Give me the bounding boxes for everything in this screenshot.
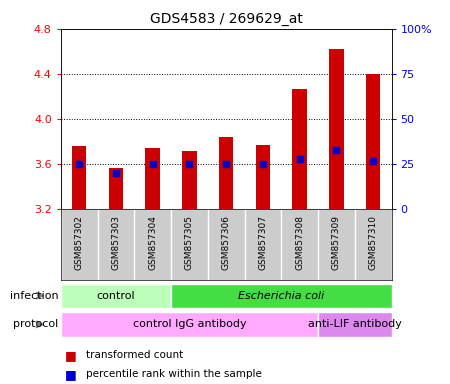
Text: GSM857303: GSM857303	[112, 215, 121, 270]
Text: GSM857310: GSM857310	[369, 215, 378, 270]
Bar	[318, 313, 392, 336]
Text: GSM857307: GSM857307	[258, 215, 267, 270]
Bar	[145, 148, 160, 209]
Point	[369, 157, 377, 164]
Text: anti-LIF antibody: anti-LIF antibody	[308, 319, 402, 329]
Text: ■: ■	[65, 368, 77, 381]
Point	[333, 147, 340, 153]
Text: Escherichia coli: Escherichia coli	[238, 291, 324, 301]
Title: GDS4583 / 269629_at: GDS4583 / 269629_at	[150, 12, 302, 26]
Text: GSM857302: GSM857302	[75, 215, 84, 270]
Point	[259, 161, 266, 167]
Bar	[182, 151, 197, 209]
Bar	[366, 74, 380, 209]
Bar	[329, 49, 344, 209]
Bar	[292, 89, 307, 209]
Text: GSM857304: GSM857304	[148, 215, 157, 270]
Point	[149, 161, 156, 167]
Point	[76, 161, 83, 167]
Text: infection: infection	[10, 291, 59, 301]
Point	[112, 170, 120, 176]
Bar	[219, 137, 234, 209]
Point	[186, 161, 193, 167]
Bar	[61, 283, 171, 308]
Point	[296, 156, 303, 162]
Point	[222, 161, 230, 167]
Text: GSM857305: GSM857305	[185, 215, 194, 270]
Bar	[108, 167, 123, 209]
Text: control: control	[97, 291, 135, 301]
Text: ■: ■	[65, 349, 77, 362]
Bar	[256, 145, 270, 209]
Text: control IgG antibody: control IgG antibody	[133, 319, 246, 329]
Text: GSM857308: GSM857308	[295, 215, 304, 270]
Bar	[61, 313, 318, 336]
Text: percentile rank within the sample: percentile rank within the sample	[86, 369, 261, 379]
Text: GSM857306: GSM857306	[221, 215, 230, 270]
Bar	[171, 283, 392, 308]
Text: transformed count: transformed count	[86, 350, 183, 360]
Text: GSM857309: GSM857309	[332, 215, 341, 270]
Bar	[72, 146, 86, 209]
Text: protocol: protocol	[13, 319, 58, 329]
